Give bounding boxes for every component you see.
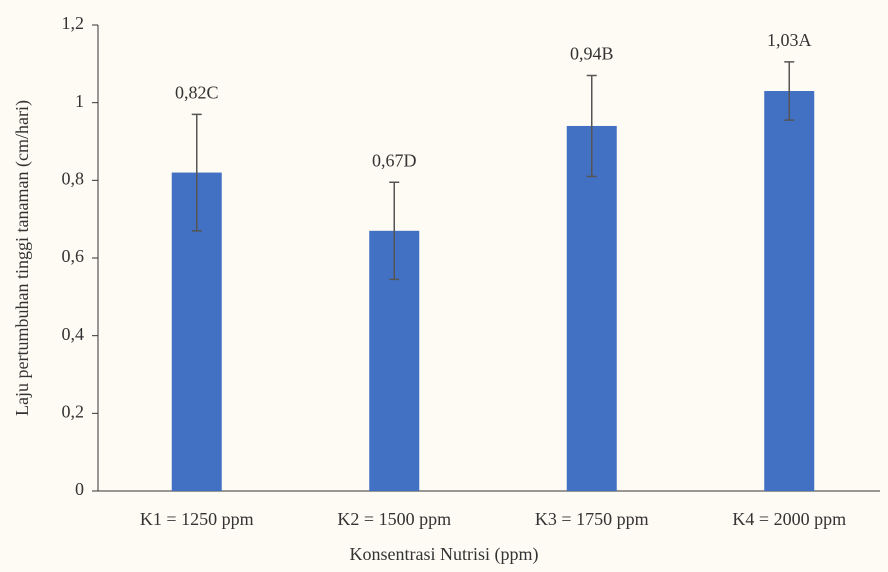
y-tick-label: 0,2 [62,401,85,421]
y-tick-label: 1,2 [62,13,85,33]
x-tick-label: K1 = 1250 ppm [140,509,254,529]
y-tick-label: 0,6 [62,246,85,266]
x-tick-label: K4 = 2000 ppm [732,509,846,529]
chart: Konsentrasi Nutrisi (ppm) Laju pertumbuh… [0,0,888,572]
y-tick-label: 0,8 [62,168,85,188]
value-label: 0,67D [372,150,417,170]
y-tick-label: 1 [75,91,84,111]
page: {"chart_data": {"type": "bar", "x_label"… [0,0,888,572]
x-axis-label: Konsentrasi Nutrisi (ppm) [350,544,539,565]
y-tick-label: 0 [75,479,84,499]
x-tick-label: K2 = 1500 ppm [337,509,451,529]
value-label: 0,94B [570,44,614,64]
bar [567,126,617,491]
y-tick-label: 0,4 [62,324,85,344]
bar [764,91,814,491]
value-label: 0,82C [175,82,219,102]
y-axis-label: Laju pertumbuhan tinggi tanaman (cm/hari… [12,100,33,416]
x-tick-label: K3 = 1750 ppm [535,509,649,529]
value-label: 1,03A [767,30,812,50]
